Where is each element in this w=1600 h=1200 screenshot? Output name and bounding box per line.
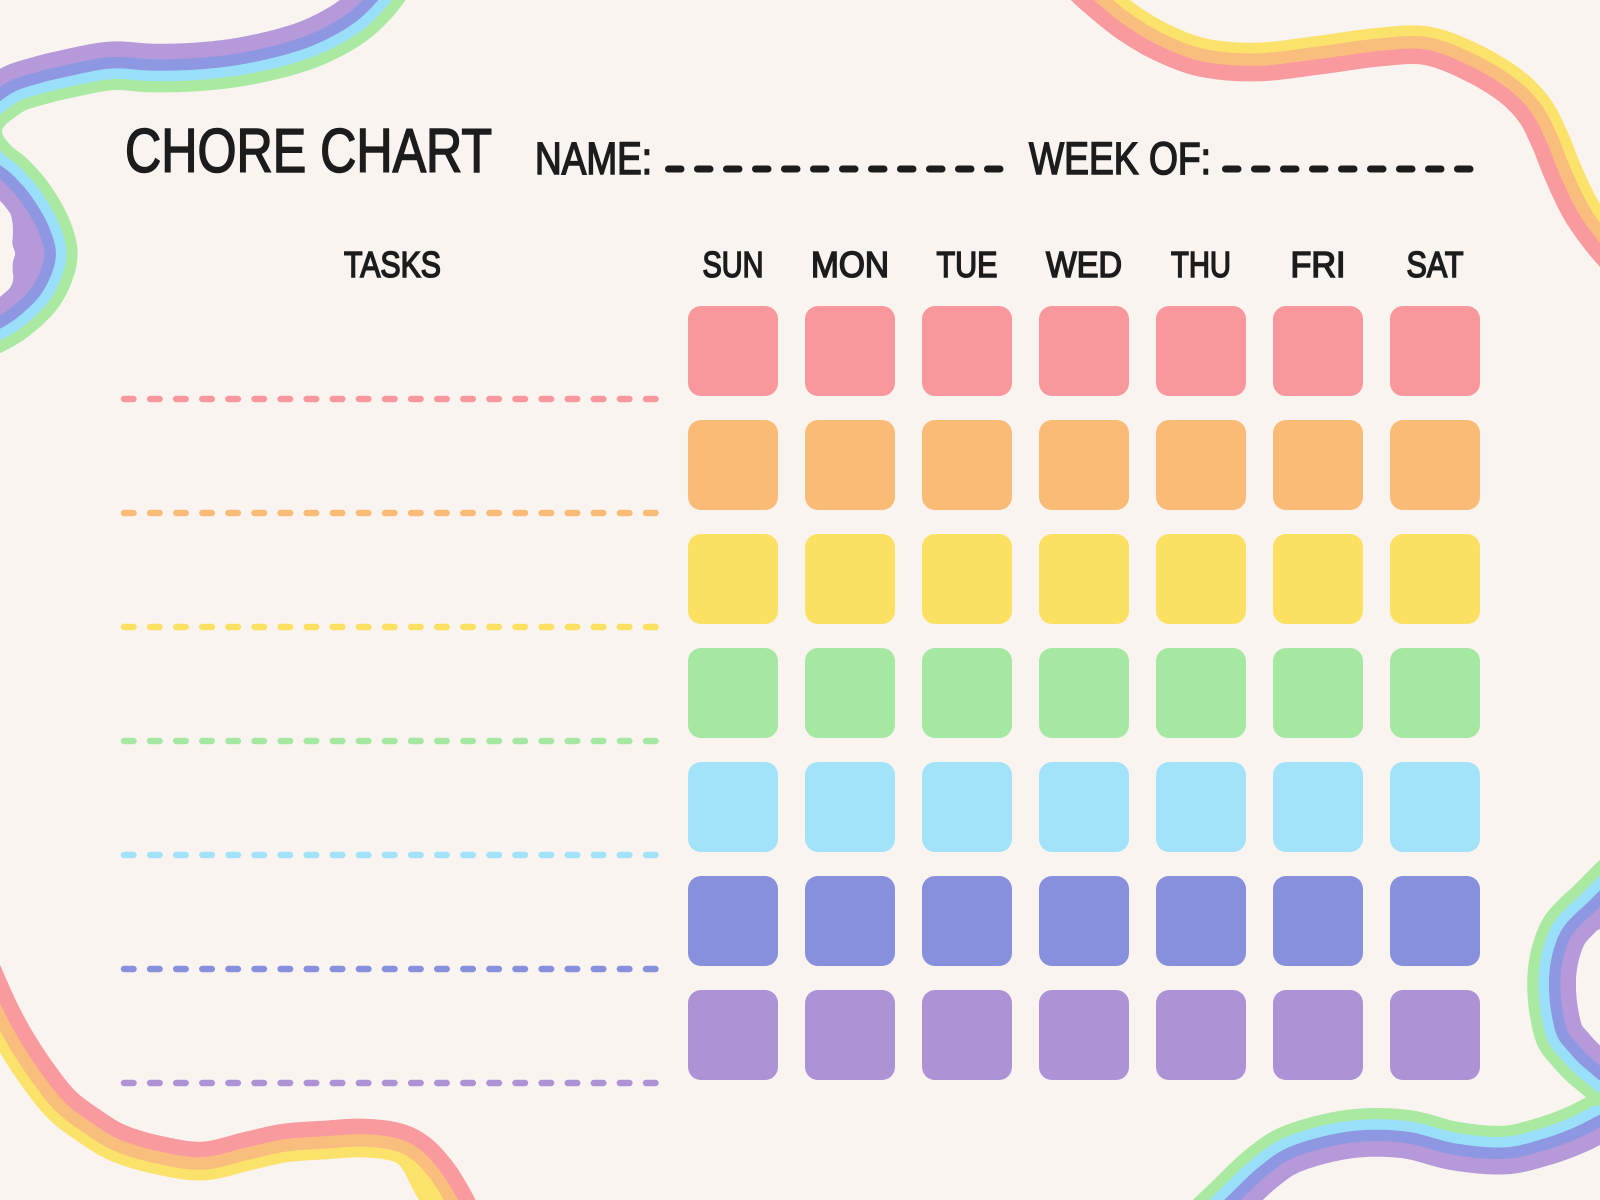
svg-text:TASKS: TASKS bbox=[344, 244, 441, 285]
svg-text:THU: THU bbox=[1171, 244, 1231, 285]
svg-text:NAME:: NAME: bbox=[535, 133, 652, 184]
svg-text:FRI: FRI bbox=[1291, 244, 1346, 285]
svg-text:SAT: SAT bbox=[1407, 244, 1464, 285]
svg-text:MON: MON bbox=[811, 244, 889, 285]
svg-text:WEEK OF:: WEEK OF: bbox=[1029, 133, 1211, 184]
svg-text:WED: WED bbox=[1046, 244, 1122, 285]
svg-text:SUN: SUN bbox=[703, 244, 764, 285]
svg-text:TUE: TUE bbox=[937, 244, 998, 285]
svg-text:CHORE CHART: CHORE CHART bbox=[125, 117, 492, 186]
